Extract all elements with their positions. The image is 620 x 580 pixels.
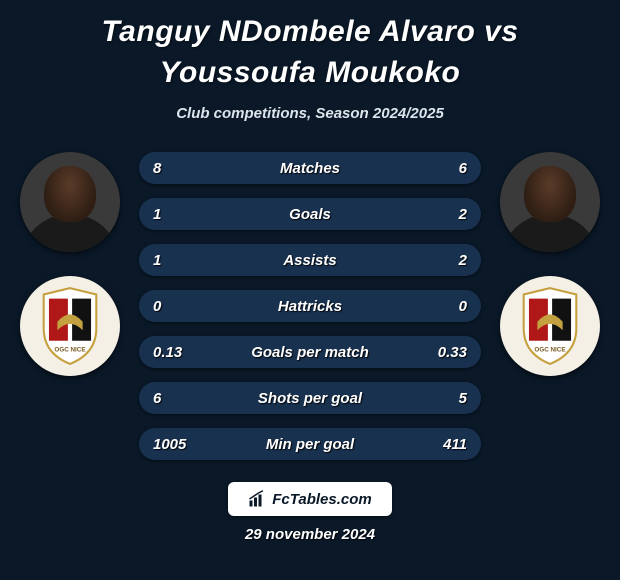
- player-right-club-crest: OGC NICE: [500, 276, 600, 376]
- stat-right-value: 2: [425, 252, 467, 269]
- stat-left-value: 1: [153, 206, 195, 223]
- stat-left-value: 1005: [153, 436, 195, 453]
- stat-left-value: 0.13: [153, 344, 195, 361]
- stat-left-value: 8: [153, 160, 195, 177]
- stat-row: 8 Matches 6: [139, 152, 481, 184]
- comparison-panel: OGC NICE OGC NICE 8 Matches 6 1 Goals 2 …: [0, 140, 620, 543]
- subtitle: Club competitions, Season 2024/2025: [0, 105, 620, 122]
- svg-text:OGC NICE: OGC NICE: [54, 346, 85, 353]
- stat-right-value: 5: [425, 390, 467, 407]
- page-title: Tanguy NDombele Alvaro vs Youssoufa Mouk…: [0, 0, 620, 99]
- player-right-avatar: [500, 152, 600, 252]
- club-crest-icon: OGC NICE: [517, 286, 583, 366]
- club-crest-icon: OGC NICE: [37, 286, 103, 366]
- stat-row: 0 Hattricks 0: [139, 290, 481, 322]
- stat-row: 1005 Min per goal 411: [139, 428, 481, 460]
- chart-icon: [248, 490, 266, 508]
- stat-right-value: 0.33: [425, 344, 467, 361]
- stat-right-value: 411: [425, 436, 467, 453]
- stat-right-value: 0: [425, 298, 467, 315]
- stat-left-value: 6: [153, 390, 195, 407]
- player-left-avatar: [20, 152, 120, 252]
- stat-left-value: 1: [153, 252, 195, 269]
- brand-badge: FcTables.com: [228, 482, 392, 516]
- stat-left-value: 0: [153, 298, 195, 315]
- footer-date: 29 november 2024: [0, 526, 620, 543]
- stats-rows: 8 Matches 6 1 Goals 2 1 Assists 2 0 Hatt…: [139, 140, 481, 460]
- stat-right-value: 2: [425, 206, 467, 223]
- stat-right-value: 6: [425, 160, 467, 177]
- brand-text: FcTables.com: [272, 491, 371, 508]
- stat-row: 1 Assists 2: [139, 244, 481, 276]
- svg-text:OGC NICE: OGC NICE: [534, 346, 565, 353]
- player-left-club-crest: OGC NICE: [20, 276, 120, 376]
- stat-row: 0.13 Goals per match 0.33: [139, 336, 481, 368]
- stat-row: 1 Goals 2: [139, 198, 481, 230]
- stat-row: 6 Shots per goal 5: [139, 382, 481, 414]
